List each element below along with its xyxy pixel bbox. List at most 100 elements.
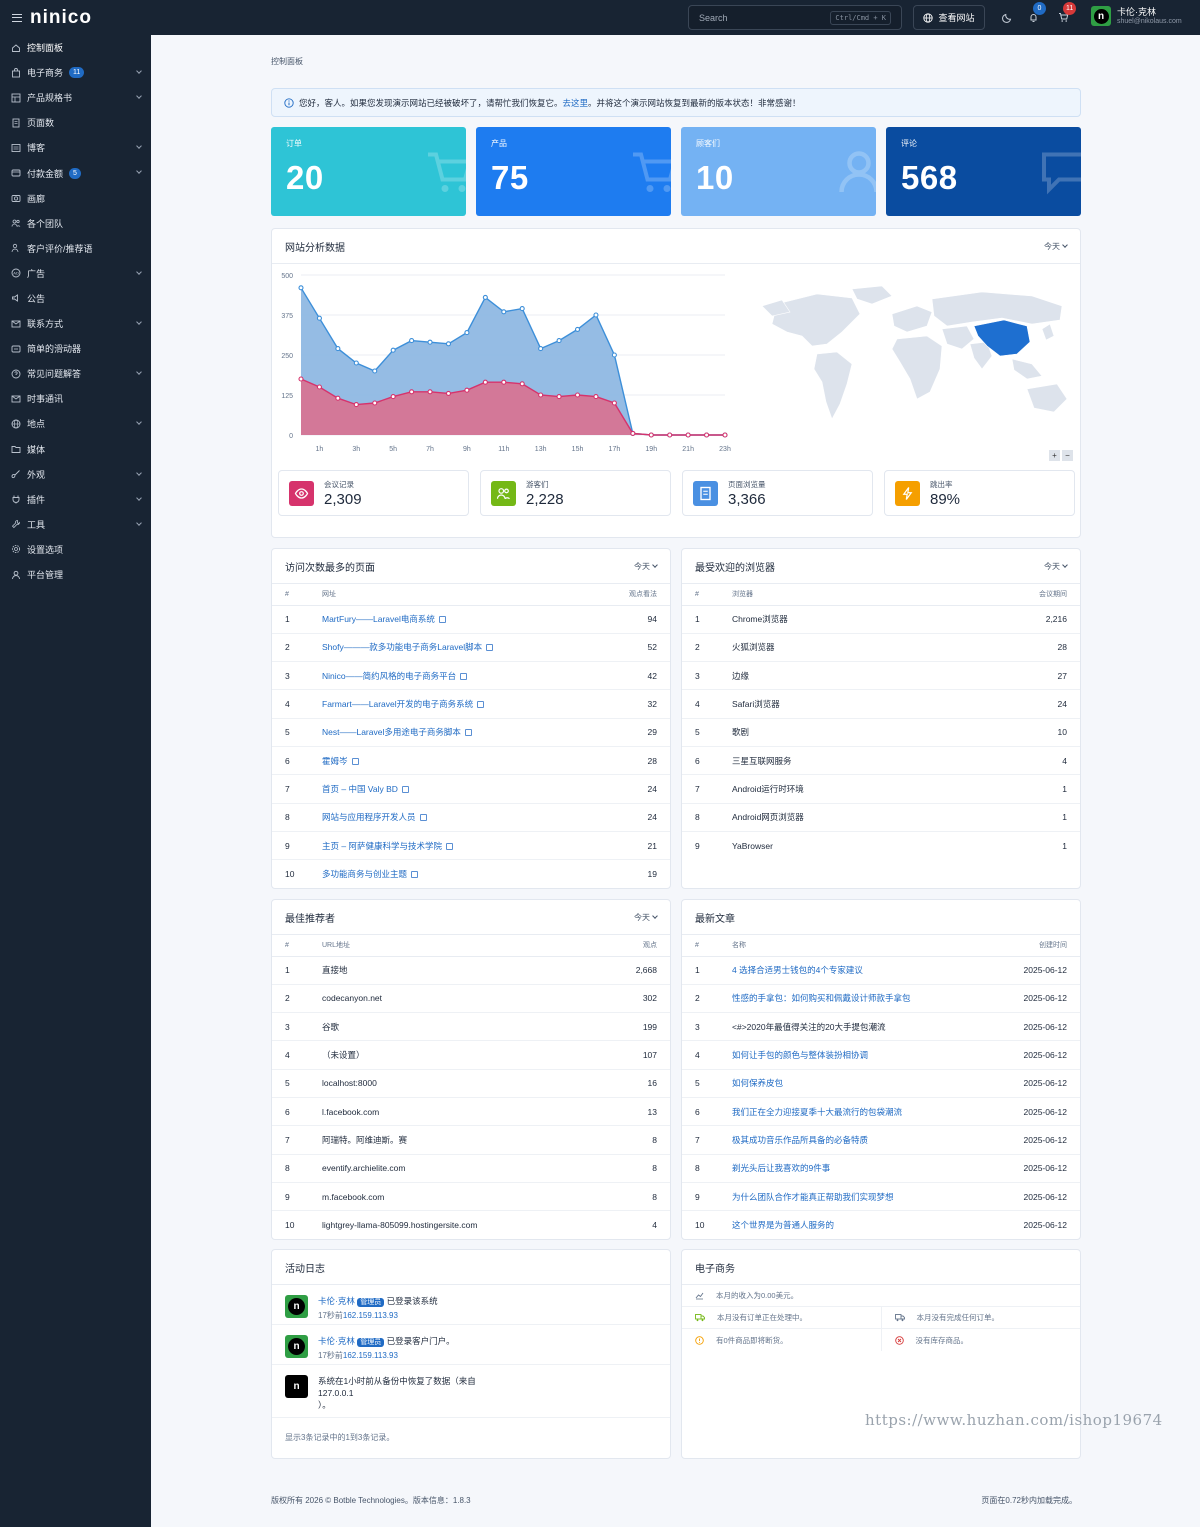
data-point[interactable] — [685, 432, 691, 438]
data-point[interactable] — [390, 347, 396, 353]
activity-ip-link[interactable]: 162.159.113.93 — [342, 1311, 398, 1320]
user-menu[interactable]: n 卡伦·克林 shuel@nikolaus.com — [1091, 6, 1182, 26]
data-point[interactable] — [704, 432, 710, 438]
activity-user-link[interactable]: 卡伦·克林 — [318, 1296, 355, 1306]
map-zoom-in-button[interactable]: + — [1049, 450, 1060, 461]
data-point[interactable] — [519, 381, 525, 387]
stat-card[interactable]: 顾客们 10 — [681, 127, 876, 216]
row-link[interactable]: 这个世界是为普通人服务的 — [732, 1220, 835, 1231]
search-input[interactable]: Search Ctrl/Cmd + K — [688, 5, 902, 30]
stat-card[interactable]: 产品 75 — [476, 127, 671, 216]
data-point[interactable] — [722, 432, 728, 438]
data-point[interactable] — [298, 285, 304, 291]
row-link[interactable]: 极其成功音乐作品所具备的必备特质 — [732, 1134, 869, 1145]
row-link[interactable]: 首页 – 中国 Valy BD — [322, 783, 398, 794]
row-link[interactable]: 如何让手包的颜色与整体装扮相协调 — [732, 1050, 869, 1061]
data-point[interactable] — [427, 339, 433, 345]
sidebar-item[interactable]: 插件 — [0, 487, 151, 512]
data-point[interactable] — [519, 306, 525, 312]
data-point[interactable] — [409, 389, 415, 395]
external-link-icon[interactable] — [351, 757, 359, 765]
data-point[interactable] — [353, 402, 359, 408]
row-link[interactable]: Farmart——Laravel开发的电子商务系统 — [322, 699, 474, 710]
sidebar-item[interactable]: 各个团队 — [0, 211, 151, 236]
data-point[interactable] — [335, 346, 341, 352]
stat-card[interactable]: 订单 20 — [271, 127, 466, 216]
sidebar-item[interactable]: 时事通讯 — [0, 386, 151, 411]
data-point[interactable] — [445, 341, 452, 347]
sidebar-item[interactable]: 地点 — [0, 411, 151, 436]
data-point[interactable] — [593, 312, 599, 318]
data-point[interactable] — [427, 389, 433, 395]
menu-toggle-icon[interactable] — [12, 13, 22, 22]
sidebar-item[interactable]: 控制面板 — [0, 35, 151, 60]
data-point[interactable] — [538, 392, 544, 398]
sidebar-item[interactable]: 常见问题解答 — [0, 361, 151, 386]
breadcrumb[interactable]: 控制面板 — [271, 57, 303, 66]
external-link-icon[interactable] — [460, 672, 468, 680]
sidebar-item[interactable]: 画廊 — [0, 186, 151, 211]
cart-icon[interactable]: 11 — [1056, 2, 1077, 24]
data-point[interactable] — [538, 346, 544, 352]
sidebar-item[interactable]: 外观 — [0, 462, 151, 487]
sidebar-item[interactable]: 工具 — [0, 512, 151, 537]
alert-link[interactable]: 去这里 — [562, 97, 589, 108]
data-point[interactable] — [667, 432, 673, 438]
data-point[interactable] — [464, 330, 470, 336]
data-point[interactable] — [611, 352, 617, 358]
row-link[interactable]: 主页 – 阿萨健康科学与技术学院 — [322, 840, 442, 851]
sidebar-item[interactable]: 产品规格书 — [0, 85, 151, 110]
sidebar-item[interactable]: AD 广告 — [0, 261, 151, 286]
data-point[interactable] — [593, 394, 599, 400]
data-point[interactable] — [556, 394, 562, 400]
row-link[interactable]: 霍姆岑 — [322, 755, 348, 766]
row-link[interactable]: Nest——Laravel多用途电子商务脚本 — [322, 727, 461, 738]
sidebar-item[interactable]: 博客 — [0, 135, 151, 160]
external-link-icon[interactable] — [464, 729, 472, 737]
sidebar-item[interactable]: 设置选项 — [0, 537, 151, 562]
row-link[interactable]: 我们正在全力迎接夏季十大最流行的包袋潮流 — [732, 1106, 903, 1117]
external-link-icon[interactable] — [401, 785, 409, 793]
row-link[interactable]: 4 选择合适男士钱包的4个专家建议 — [732, 965, 863, 976]
external-link-icon[interactable] — [477, 701, 485, 709]
data-point[interactable] — [611, 400, 617, 406]
data-point[interactable] — [501, 309, 507, 315]
row-link[interactable]: 性感的手拿包：如何购买和佩戴设计师款手拿包 — [732, 993, 911, 1004]
external-link-icon[interactable] — [411, 871, 419, 879]
data-point[interactable] — [335, 395, 341, 401]
analytics-range-dropdown[interactable]: 今天 — [1044, 241, 1067, 252]
data-point[interactable] — [556, 338, 562, 344]
data-point[interactable] — [482, 294, 488, 300]
row-link[interactable]: 为什么团队合作才能真正帮助我们实现梦想 — [732, 1191, 894, 1202]
notification-icon[interactable]: 0 — [1026, 2, 1046, 24]
data-point[interactable] — [353, 360, 359, 366]
data-point[interactable] — [409, 338, 415, 344]
data-point[interactable] — [390, 394, 396, 400]
row-link[interactable]: MartFury——Laravel电商系统 — [322, 614, 435, 625]
data-point[interactable] — [501, 379, 507, 385]
data-point[interactable] — [298, 376, 304, 382]
top-pages-range-dropdown[interactable]: 今天 — [634, 561, 657, 572]
data-point[interactable] — [648, 432, 654, 438]
logo[interactable]: ninico — [30, 6, 92, 28]
data-point[interactable] — [574, 326, 581, 332]
browsers-range-dropdown[interactable]: 今天 — [1044, 561, 1067, 572]
activity-ip-link[interactable]: 162.159.113.93 — [342, 1351, 398, 1360]
view-site-button[interactable]: 查看网站 — [913, 5, 985, 30]
sidebar-item[interactable]: 平台管理 — [0, 562, 151, 587]
row-link[interactable]: Shofy———款多功能电子商务Laravel脚本 — [322, 642, 483, 653]
data-point[interactable] — [630, 430, 636, 436]
external-link-icon[interactable] — [419, 814, 427, 822]
row-link[interactable]: 如何保养皮包 — [732, 1078, 784, 1089]
sidebar-item[interactable]: 公告 — [0, 286, 151, 311]
theme-toggle-icon[interactable] — [1000, 10, 1014, 24]
data-point[interactable] — [574, 392, 581, 398]
sidebar-item[interactable]: 媒体 — [0, 437, 151, 462]
data-point[interactable] — [316, 384, 322, 390]
sidebar-item[interactable]: 联系方式 — [0, 311, 151, 336]
external-link-icon[interactable] — [438, 616, 446, 624]
external-link-icon[interactable] — [486, 644, 494, 652]
row-link[interactable]: 多功能商务与创业主题 — [322, 869, 408, 880]
activity-user-link[interactable]: 卡伦·克林 — [318, 1336, 355, 1346]
row-link[interactable]: 剃光头后让我喜欢的9件事 — [732, 1163, 831, 1174]
